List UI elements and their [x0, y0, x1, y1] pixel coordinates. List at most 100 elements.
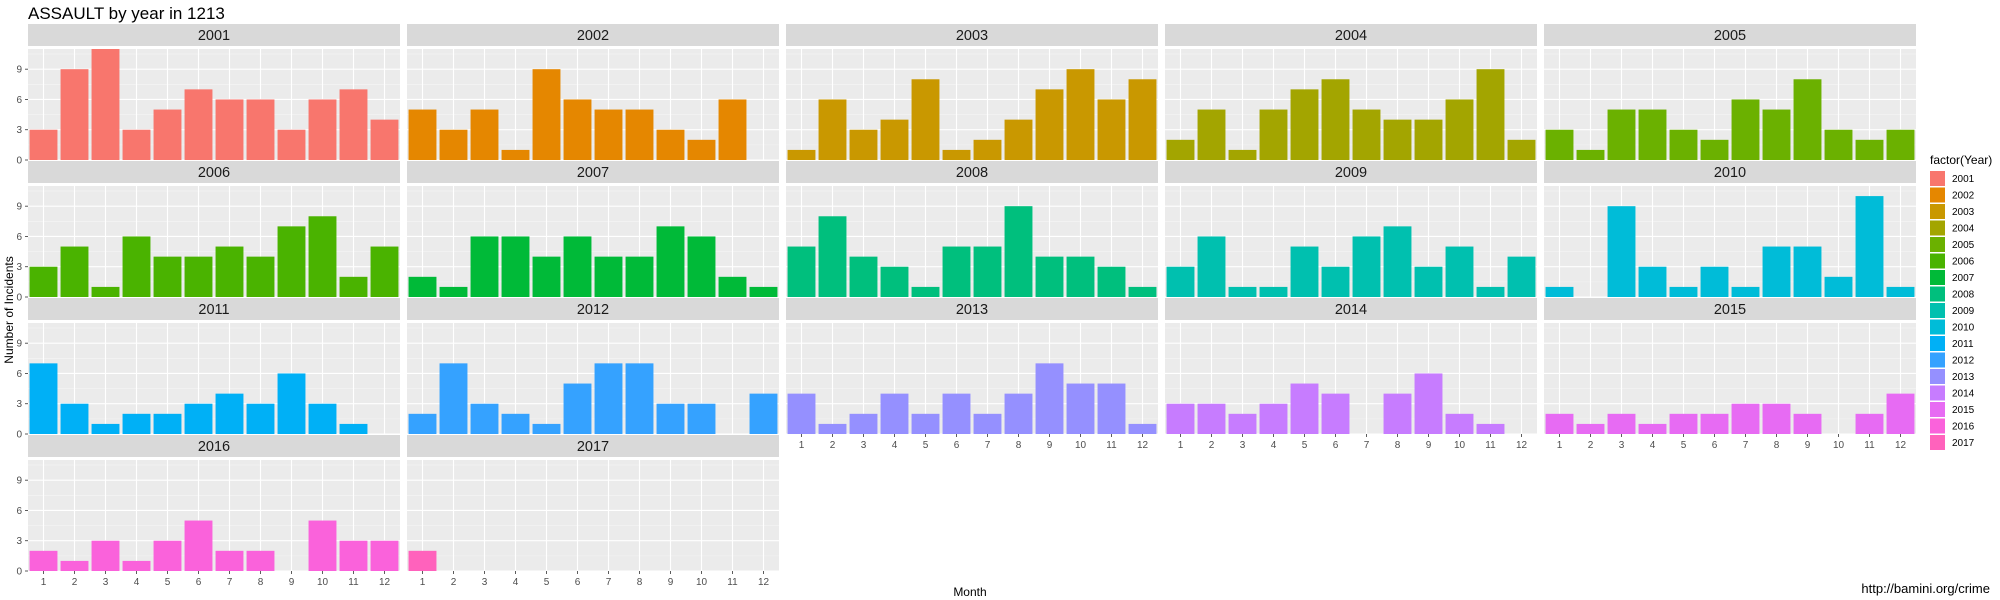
bar-2002-month-8 — [625, 109, 654, 160]
bar-2009-month-1 — [1166, 266, 1195, 297]
bar-2010-month-3 — [1607, 206, 1636, 297]
bar-2014-month-6 — [1321, 393, 1350, 434]
bar-2006-month-3 — [91, 286, 120, 297]
x-tick-label: 10 — [317, 577, 329, 588]
facet-panel — [407, 49, 779, 160]
bar-2002-month-9 — [656, 129, 685, 160]
y-tick-label: 9 — [16, 202, 22, 213]
facet-strip — [1544, 298, 1916, 320]
x-tick-label: 10 — [1075, 440, 1087, 451]
bar-2002-month-3 — [470, 109, 499, 160]
bar-2015-month-3 — [1607, 413, 1636, 434]
bar-2001-month-10 — [308, 99, 337, 160]
bar-2001-month-11 — [339, 89, 368, 160]
bar-2012-month-12 — [749, 393, 778, 434]
bar-2006-month-5 — [153, 256, 182, 297]
legend-label: 2004 — [1952, 224, 1975, 235]
facet-strip — [1165, 161, 1537, 183]
bar-2010-month-1 — [1545, 286, 1574, 297]
x-tick-label: 7 — [1364, 440, 1370, 451]
bar-2002-month-7 — [594, 109, 623, 160]
legend-swatch — [1930, 253, 1945, 269]
facet-panel — [1165, 49, 1537, 160]
bar-2003-month-6 — [942, 149, 971, 160]
legend-label: 2013 — [1952, 372, 1975, 383]
bar-2014-month-9 — [1414, 373, 1443, 434]
bar-2009-month-4 — [1259, 286, 1288, 297]
bar-2001-month-8 — [246, 99, 275, 160]
bar-2001-month-7 — [215, 99, 244, 160]
x-tick-label: 6 — [1333, 440, 1339, 451]
facet-strip — [407, 435, 779, 457]
legend-swatch — [1930, 385, 1945, 401]
legend-item-2007: 2007 — [1930, 270, 1975, 285]
bar-2006-month-10 — [308, 216, 337, 297]
x-tick-label: 8 — [637, 577, 643, 588]
x-tick-label: 3 — [861, 440, 867, 451]
facet-panel — [28, 323, 400, 434]
bar-2010-month-6 — [1700, 266, 1729, 297]
y-tick-label: 6 — [16, 506, 22, 517]
legend-label: 2012 — [1952, 356, 1975, 367]
bar-2002-month-1 — [408, 109, 437, 160]
facet-strip — [28, 161, 400, 183]
bar-2004-month-4 — [1259, 109, 1288, 160]
bar-2015-month-7 — [1731, 403, 1760, 434]
bar-2006-month-2 — [60, 246, 89, 297]
x-tick-label: 5 — [544, 577, 550, 588]
facet-strip — [28, 298, 400, 320]
legend-title: factor(Year) — [1930, 153, 1992, 167]
bar-2013-month-2 — [818, 423, 847, 434]
bar-2016-month-8 — [246, 550, 275, 571]
bar-2005-month-1 — [1545, 129, 1574, 160]
legend-label: 2010 — [1952, 323, 1975, 334]
legend-item-2004: 2004 — [1930, 220, 1975, 236]
legend-swatch — [1930, 187, 1945, 203]
bar-2001-month-4 — [122, 129, 151, 160]
bar-2013-month-11 — [1097, 383, 1126, 434]
bar-2003-month-5 — [911, 79, 940, 160]
legend-swatch — [1930, 336, 1945, 351]
bar-2013-month-3 — [849, 413, 878, 434]
bar-2003-month-9 — [1035, 89, 1064, 160]
legend-item-2002: 2002 — [1930, 187, 1975, 203]
facet-strip-label: 2009 — [1335, 165, 1367, 181]
x-tick-label: 3 — [1240, 440, 1246, 451]
y-tick-label: 9 — [16, 476, 22, 487]
legend-swatch — [1930, 220, 1945, 236]
bar-2002-month-11 — [718, 99, 747, 160]
y-tick-label: 0 — [16, 156, 22, 167]
legend-item-2017: 2017 — [1930, 435, 1975, 450]
bar-2014-month-11 — [1476, 423, 1505, 434]
bar-2011-month-5 — [153, 413, 182, 434]
bar-2004-month-5 — [1290, 89, 1319, 160]
x-tick-label: 1 — [1557, 440, 1563, 451]
bar-2005-month-5 — [1669, 129, 1698, 160]
x-tick-label: 5 — [165, 577, 171, 588]
bar-2002-month-10 — [687, 139, 716, 160]
bar-2005-month-7 — [1731, 99, 1760, 160]
legend-swatch — [1930, 369, 1945, 384]
bar-2009-month-5 — [1290, 246, 1319, 297]
bar-2013-month-4 — [880, 393, 909, 434]
bar-2003-month-3 — [849, 129, 878, 160]
x-tick-label: 12 — [758, 577, 770, 588]
y-tick-label: 6 — [16, 369, 22, 380]
x-tick-label: 3 — [1619, 440, 1625, 451]
facet-2012: 2012 — [407, 298, 779, 435]
legend-swatch — [1930, 352, 1945, 368]
bar-2001-month-5 — [153, 109, 182, 160]
x-tick-label: 8 — [1016, 440, 1022, 451]
legend: factor(Year) 2001 2002 2003 2004 2005 2006 2007… — [1930, 153, 1992, 450]
bar-2004-month-7 — [1352, 109, 1381, 160]
bar-2014-month-3 — [1228, 413, 1257, 434]
bar-2005-month-9 — [1793, 79, 1822, 160]
x-tick-label: 12 — [379, 577, 391, 588]
legend-label: 2011 — [1952, 339, 1974, 350]
bar-2010-month-12 — [1886, 286, 1915, 297]
bar-2009-month-7 — [1352, 236, 1381, 297]
bar-2017-month-1 — [408, 550, 437, 571]
facet-strip — [1165, 24, 1537, 46]
legend-swatch — [1930, 402, 1945, 417]
legend-item-2014: 2014 — [1930, 385, 1975, 401]
